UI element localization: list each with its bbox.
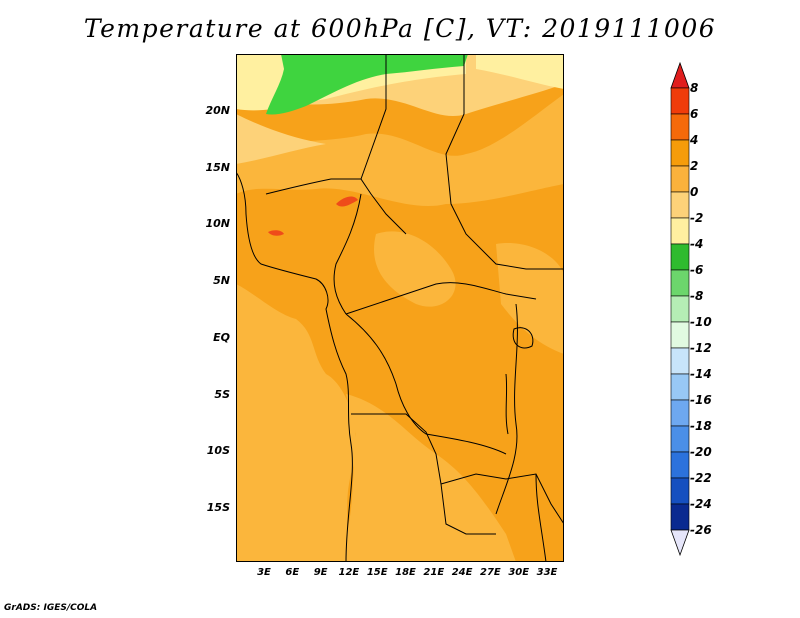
light-orange-regions <box>236 94 564 562</box>
colorbar-label: -18 <box>690 419 712 433</box>
light-orange-west-coast <box>236 284 357 562</box>
colorbar-label: 2 <box>690 159 699 173</box>
light-orange-sahel <box>236 94 564 207</box>
colorbar-label: -24 <box>690 497 712 511</box>
lon-label: 21E <box>423 567 445 578</box>
lake-tanganyika <box>505 373 509 435</box>
colorbar-segment <box>670 165 690 193</box>
lon-label: 6E <box>285 567 300 578</box>
lon-label: 3E <box>257 567 271 578</box>
colorbar-segment <box>670 477 690 505</box>
lon-label: 12E <box>338 567 360 578</box>
border-mozambique <box>535 473 547 562</box>
border-nigeria <box>265 178 361 195</box>
lat-label: 15S <box>206 500 230 514</box>
colorbar-label: -20 <box>690 445 712 459</box>
red-patches <box>268 196 358 236</box>
lon-label: 33E <box>536 567 558 578</box>
lat-label: 10S <box>206 444 230 458</box>
lake-victoria <box>512 327 534 349</box>
colorbar-label: 6 <box>690 107 699 121</box>
colorbar-top-arrow <box>670 62 690 89</box>
lat-label: 15N <box>205 160 230 174</box>
colorbar-label: -4 <box>690 237 704 251</box>
colorbar-label: 0 <box>690 185 699 199</box>
colorbar-segment <box>670 425 690 453</box>
colorbar-segment <box>670 243 690 271</box>
colorbar-segment <box>670 347 690 375</box>
colorbar <box>670 62 690 557</box>
lon-label: 15E <box>366 567 388 578</box>
colorbar-label: -8 <box>690 289 704 303</box>
border-sahara <box>360 54 407 235</box>
red-patch-2 <box>268 230 284 236</box>
lat-label: 5S <box>214 387 230 401</box>
light-orange-east <box>496 243 564 354</box>
colorbar-label: -12 <box>690 341 712 355</box>
colorbar-segment <box>670 373 690 401</box>
colorbar-segment <box>670 321 690 349</box>
lat-label: 5N <box>213 274 230 288</box>
lon-label: 9E <box>313 567 328 578</box>
colorbar-segment <box>670 191 690 219</box>
colorbar-segment <box>670 139 690 167</box>
colorbar-label: 8 <box>690 81 699 95</box>
borders <box>236 54 564 562</box>
colorbar-bottom-arrow <box>670 529 690 557</box>
lon-label: 18E <box>395 567 416 578</box>
lat-label: 20N <box>205 104 230 117</box>
colorbar-segment <box>670 295 690 323</box>
lat-label: 10N <box>205 217 230 231</box>
colorbar-label: -22 <box>690 471 712 485</box>
lon-label: 27E <box>480 567 501 578</box>
colorbar-segment <box>670 87 690 115</box>
lon-label: 24E <box>451 567 473 578</box>
colorbar-label: 4 <box>690 133 699 147</box>
border-east-chad <box>445 54 564 270</box>
grads-credit: GrADS: IGES/COLA <box>4 603 98 613</box>
light-orange-central <box>374 231 456 307</box>
colorbar-segment <box>670 217 690 245</box>
colorbar-segment <box>670 399 690 427</box>
colorbar-segment <box>670 503 690 531</box>
light-orange-south <box>336 394 516 562</box>
map-frame <box>236 54 564 562</box>
colorbar-segment <box>670 451 690 479</box>
map-svg <box>236 54 564 562</box>
green-region <box>266 54 468 115</box>
border-angola <box>351 413 496 535</box>
yellow-west <box>236 114 326 164</box>
border-zambia <box>440 473 564 525</box>
colorbar-label: -16 <box>690 393 712 407</box>
border-cameroon <box>333 193 362 315</box>
lat-label: EQ <box>213 330 230 344</box>
lon-label: 30E <box>508 567 530 578</box>
colorbar-label: -2 <box>690 211 704 225</box>
temperature-map <box>236 54 564 562</box>
red-patch-1 <box>336 196 358 207</box>
border-drc-east <box>495 303 518 515</box>
colorbar-label: -10 <box>690 315 712 329</box>
colorbar-label: -26 <box>690 523 712 537</box>
pale-northeast <box>476 54 564 89</box>
border-congo <box>345 313 507 455</box>
colorbar-label: -14 <box>690 367 712 381</box>
plot-title: Temperature at 600hPa [C], VT: 201911100… <box>83 14 717 43</box>
border-car <box>345 282 537 315</box>
colorbar-segment <box>670 269 690 297</box>
colorbar-segment <box>670 113 690 141</box>
coast-west <box>236 171 353 562</box>
colorbar-label: -6 <box>690 263 704 277</box>
